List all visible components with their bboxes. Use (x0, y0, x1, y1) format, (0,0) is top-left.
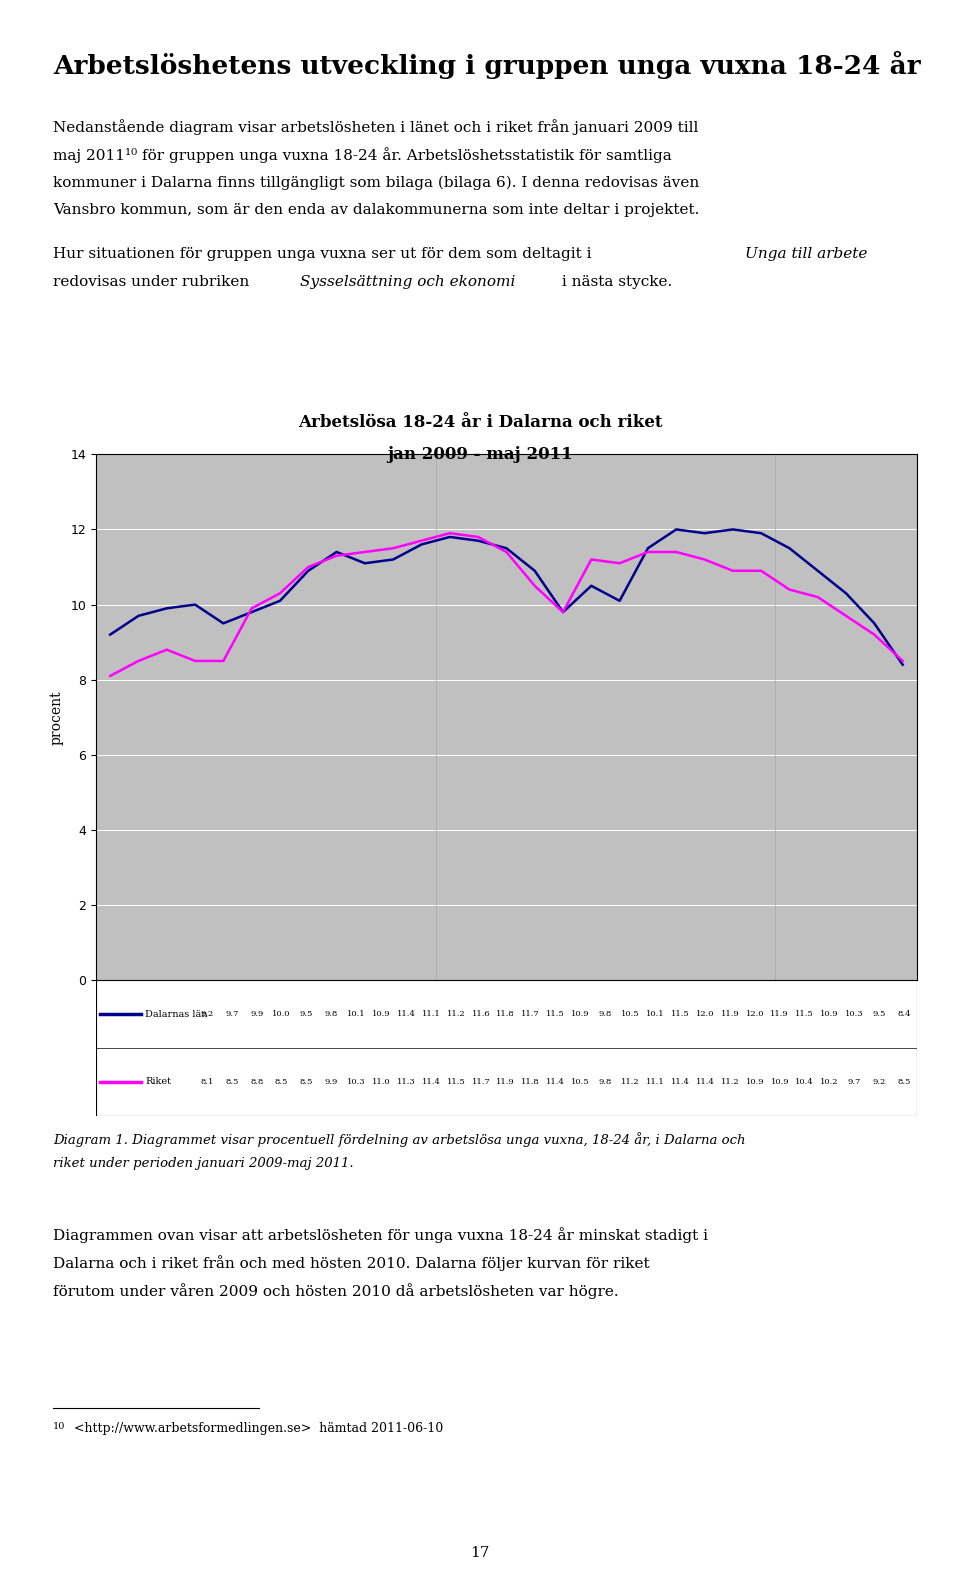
Text: 11.4: 11.4 (671, 1078, 689, 1086)
Text: 10.9: 10.9 (571, 1011, 589, 1019)
Text: 8.8: 8.8 (250, 1078, 263, 1086)
Text: 2010: 2010 (590, 1033, 620, 1046)
Text: Unga till arbete: Unga till arbete (745, 247, 867, 261)
Y-axis label: procent: procent (50, 690, 63, 744)
Text: riket under perioden januari 2009-maj 2011.: riket under perioden januari 2009-maj 20… (53, 1157, 353, 1170)
Text: 8.4: 8.4 (898, 1011, 911, 1019)
Text: Arbetslösa 18-24 år i Dalarna och riket: Arbetslösa 18-24 år i Dalarna och riket (298, 414, 662, 432)
Text: Sysselsättning och ekonomi: Sysselsättning och ekonomi (300, 274, 516, 289)
Text: 11.1: 11.1 (421, 1011, 441, 1019)
Text: 11.5: 11.5 (671, 1011, 689, 1019)
Text: 10.5: 10.5 (621, 1011, 639, 1019)
Text: 11.5: 11.5 (546, 1011, 565, 1019)
Text: jan 2009 - maj 2011: jan 2009 - maj 2011 (387, 446, 573, 464)
Text: 9.7: 9.7 (848, 1078, 861, 1086)
Text: förutom under våren 2009 och hösten 2010 då arbetslösheten var högre.: förutom under våren 2009 och hösten 2010… (53, 1283, 618, 1299)
Text: Diagrammen ovan visar att arbetslösheten för unga vuxna 18-24 år minskat stadigt: Diagrammen ovan visar att arbetslösheten… (53, 1227, 708, 1243)
Text: Nedanstående diagram visar arbetslösheten i länet och i riket från januari 2009 : Nedanstående diagram visar arbetslöshete… (53, 120, 698, 135)
Text: 10.2: 10.2 (821, 1078, 839, 1086)
Text: 10.1: 10.1 (348, 1011, 366, 1019)
Text: 11.7: 11.7 (471, 1078, 491, 1086)
Text: 10.0: 10.0 (273, 1011, 291, 1019)
Text: 11.9: 11.9 (496, 1078, 516, 1086)
Text: 8.1: 8.1 (201, 1078, 214, 1086)
Text: 9.8: 9.8 (324, 1011, 338, 1019)
Text: 10.9: 10.9 (746, 1078, 764, 1086)
Text: Riket: Riket (145, 1078, 171, 1087)
Text: 9.5: 9.5 (300, 1011, 313, 1019)
Text: <http://www.arbetsformedlingen.se>  hämtad 2011-06-10: <http://www.arbetsformedlingen.se> hämta… (70, 1422, 444, 1435)
Text: 11.4: 11.4 (696, 1078, 714, 1086)
Text: 11.9: 11.9 (721, 1011, 739, 1019)
Text: 10.3: 10.3 (348, 1078, 366, 1086)
Text: Dalarna och i riket från och med hösten 2010. Dalarna följer kurvan för riket: Dalarna och i riket från och med hösten … (53, 1256, 649, 1270)
Text: redovisas under rubriken: redovisas under rubriken (53, 274, 254, 289)
Text: 11.3: 11.3 (396, 1078, 416, 1086)
Text: 10.9: 10.9 (771, 1078, 789, 1086)
Text: 2011: 2011 (846, 1033, 875, 1046)
Text: 12.0: 12.0 (746, 1011, 764, 1019)
Text: Diagram 1. Diagrammet visar procentuell fördelning av arbetslösa unga vuxna, 18-: Diagram 1. Diagrammet visar procentuell … (53, 1132, 745, 1146)
Text: 11.0: 11.0 (372, 1078, 391, 1086)
Text: 11.7: 11.7 (521, 1011, 540, 1019)
Text: 17: 17 (470, 1546, 490, 1561)
Text: 11.2: 11.2 (446, 1011, 466, 1019)
Text: 9.7: 9.7 (226, 1011, 238, 1019)
Text: 11.8: 11.8 (521, 1078, 540, 1086)
Text: 11.5: 11.5 (795, 1011, 814, 1019)
Text: 11.5: 11.5 (446, 1078, 466, 1086)
Text: 11.8: 11.8 (496, 1011, 516, 1019)
Text: 9.2: 9.2 (201, 1011, 213, 1019)
Text: 9.9: 9.9 (324, 1078, 338, 1086)
Text: 8.5: 8.5 (898, 1078, 911, 1086)
Text: 10.9: 10.9 (820, 1011, 839, 1019)
Text: 8.5: 8.5 (300, 1078, 313, 1086)
Text: kommuner i Dalarna finns tillgängligt som bilaga (bilaga 6). I denna redovisas ä: kommuner i Dalarna finns tillgängligt so… (53, 175, 699, 190)
Text: 9.9: 9.9 (250, 1011, 263, 1019)
Text: 8.5: 8.5 (226, 1078, 238, 1086)
Text: 11.6: 11.6 (471, 1011, 491, 1019)
Text: 10: 10 (53, 1422, 65, 1431)
Text: 8.5: 8.5 (275, 1078, 288, 1086)
Text: 11.4: 11.4 (396, 1011, 416, 1019)
Text: Arbetslöshetens utveckling i gruppen unga vuxna 18-24 år: Arbetslöshetens utveckling i gruppen ung… (53, 51, 921, 80)
Text: 10.3: 10.3 (845, 1011, 864, 1019)
Text: 10.4: 10.4 (795, 1078, 814, 1086)
Text: 11.4: 11.4 (546, 1078, 565, 1086)
Text: 11.2: 11.2 (721, 1078, 739, 1086)
Text: 10.9: 10.9 (372, 1011, 391, 1019)
Text: 9.2: 9.2 (873, 1078, 886, 1086)
Text: 2009: 2009 (251, 1033, 280, 1046)
Text: i nästa stycke.: i nästa stycke. (557, 274, 672, 289)
Text: 11.9: 11.9 (771, 1011, 789, 1019)
Text: 11.4: 11.4 (421, 1078, 441, 1086)
Text: Hur situationen för gruppen unga vuxna ser ut för dem som deltagit i: Hur situationen för gruppen unga vuxna s… (53, 247, 596, 261)
Text: 10.5: 10.5 (571, 1078, 589, 1086)
Text: 12.0: 12.0 (696, 1011, 714, 1019)
Text: 9.8: 9.8 (599, 1078, 612, 1086)
Text: Vansbro kommun, som är den enda av dalakommunerna som inte deltar i projektet.: Vansbro kommun, som är den enda av dalak… (53, 202, 699, 217)
Text: 11.1: 11.1 (646, 1078, 664, 1086)
Text: 9.5: 9.5 (873, 1011, 886, 1019)
Text: Dalarnas län: Dalarnas län (145, 1009, 207, 1019)
Text: 9.8: 9.8 (599, 1011, 612, 1019)
Text: maj 2011¹⁰ för gruppen unga vuxna 18-24 år. Arbetslöshetsstatistik för samtliga: maj 2011¹⁰ för gruppen unga vuxna 18-24 … (53, 148, 672, 163)
Text: 11.2: 11.2 (621, 1078, 639, 1086)
Text: 10.1: 10.1 (646, 1011, 664, 1019)
